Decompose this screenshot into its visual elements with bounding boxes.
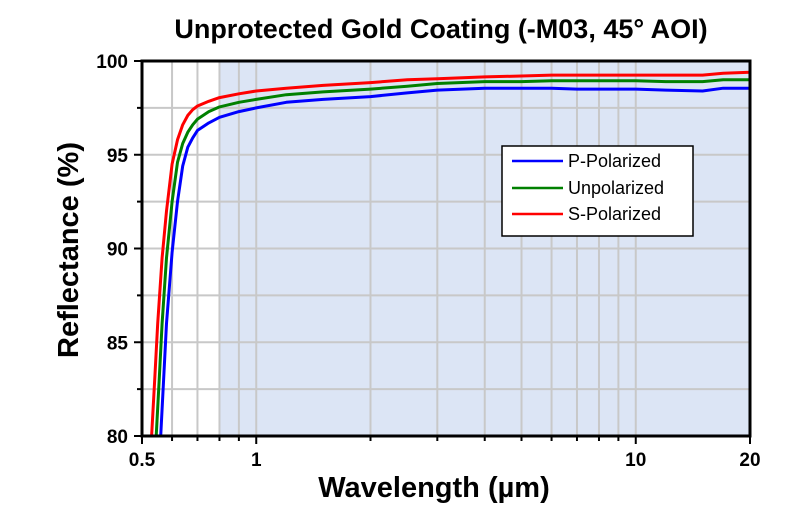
ticks	[134, 60, 751, 444]
y-tick-label: 80	[107, 427, 128, 448]
series-line-s-polarized	[150, 70, 751, 437]
x-tick-label: 20	[739, 450, 760, 471]
x-tick-label: 1	[251, 450, 262, 471]
x-tick-label: 10	[625, 450, 646, 471]
tick-labels: 0.5 1 10 20 80 85 90 95 100	[96, 52, 760, 471]
series-line-p-polarized	[159, 86, 750, 437]
chart-title: Unprotected Gold Coating (-M03, 45° AOI)	[174, 14, 707, 44]
series-line-unpolarized	[154, 78, 750, 437]
x-tick-label: 0.5	[129, 450, 156, 471]
legend-label-s-polarized: S-Polarized	[568, 204, 661, 224]
y-tick-label: 100	[96, 52, 128, 73]
y-axis-label: Reflectance (%)	[53, 142, 85, 358]
y-tick-label: 95	[107, 146, 129, 167]
y-tick-label: 90	[107, 240, 128, 261]
y-tick-label: 85	[107, 333, 129, 354]
legend-label-unpolarized: Unpolarized	[568, 178, 664, 198]
x-axis-label: Wavelength (µm)	[318, 472, 550, 504]
legend-label-p-polarized: P-Polarized	[568, 151, 661, 171]
legend: P-Polarized Unpolarized S-Polarized	[501, 145, 694, 237]
data-series	[150, 70, 751, 437]
